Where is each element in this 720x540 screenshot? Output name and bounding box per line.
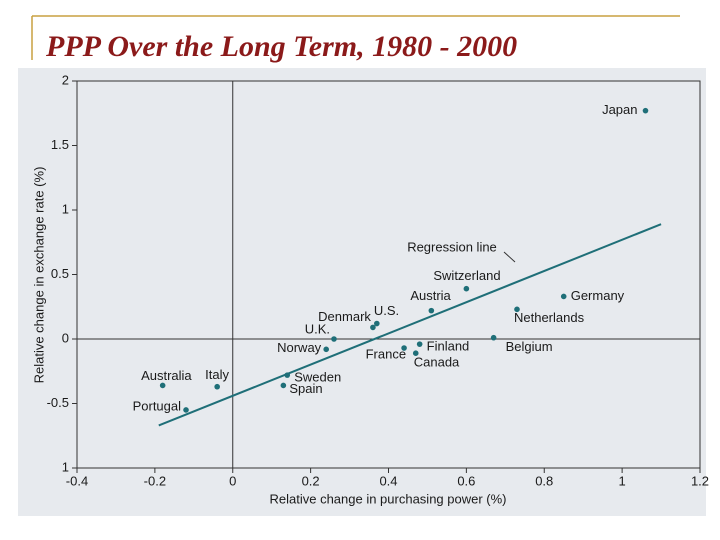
x-tick-label: 0.4 — [379, 473, 397, 488]
data-point — [642, 107, 649, 114]
point-label: Switzerland — [433, 268, 500, 283]
x-tick-label: 0.6 — [457, 473, 475, 488]
y-tick-label: -0.5 — [47, 395, 69, 410]
x-tick-label: 0 — [229, 473, 236, 488]
y-tick-label: 1 — [62, 459, 69, 474]
data-point — [428, 307, 435, 314]
point-label: Italy — [205, 367, 229, 382]
x-axis-label: Relative change in purchasing power (%) — [269, 491, 506, 506]
data-point — [159, 382, 166, 389]
data-point — [416, 341, 423, 347]
slide-title: PPP Over the Long Term, 1980 - 2000 — [45, 30, 517, 63]
x-tick-label: -0.4 — [66, 473, 88, 488]
annotation: Regression line — [407, 239, 497, 254]
annotation-leader — [503, 251, 516, 263]
point-label: Australia — [141, 368, 192, 383]
point-label: U.S. — [374, 303, 399, 318]
regression-line — [158, 223, 662, 427]
y-tick-label: 2 — [62, 72, 69, 87]
point-label: Germany — [571, 288, 625, 303]
point-label: Denmark — [318, 309, 371, 324]
y-tick-label: 0.5 — [51, 266, 69, 281]
data-point — [514, 306, 520, 313]
y-tick-label: 1 — [62, 201, 69, 216]
point-label: France — [366, 346, 406, 361]
data-point — [214, 383, 220, 390]
data-point — [331, 336, 337, 342]
data-point — [401, 345, 407, 351]
x-tick-label: 1.2 — [691, 473, 709, 488]
point-label: Belgium — [506, 339, 553, 354]
data-point — [374, 320, 380, 327]
data-point — [284, 372, 291, 378]
x-tick-label: 0.8 — [535, 473, 553, 488]
data-point — [183, 407, 189, 413]
data-point — [370, 324, 376, 331]
data-point — [560, 293, 567, 300]
y-tick-label: 0 — [62, 330, 69, 345]
point-label: Portugal — [133, 398, 182, 413]
point-label: Sweden — [294, 370, 341, 385]
x-tick-label: 1 — [619, 473, 626, 488]
x-tick-label: 0.2 — [302, 473, 320, 488]
y-tick-label: 1.5 — [51, 137, 69, 152]
point-label: Norway — [277, 340, 322, 355]
point-label: Austria — [410, 288, 451, 303]
data-point — [323, 346, 330, 353]
data-point — [412, 350, 419, 356]
data-point — [490, 334, 497, 341]
data-point — [463, 285, 470, 292]
point-label: Canada — [414, 355, 460, 370]
point-label: Finland — [427, 339, 470, 354]
point-label: Netherlands — [514, 310, 585, 325]
point-label: Japan — [602, 102, 637, 117]
data-point — [280, 382, 287, 389]
y-axis-label: Relative change in exchange rate (%) — [31, 167, 46, 384]
point-label: Spain — [289, 381, 322, 396]
point-label: U.K. — [305, 321, 330, 336]
x-tick-label: -0.2 — [144, 473, 166, 488]
chart-background — [18, 68, 706, 516]
